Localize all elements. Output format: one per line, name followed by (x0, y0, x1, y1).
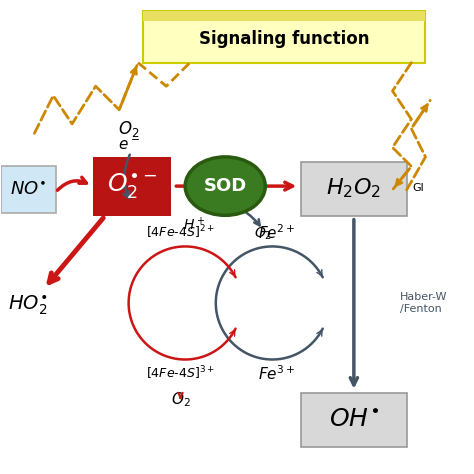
Text: $[4Fe$-$4S]^{2+}$: $[4Fe$-$4S]^{2+}$ (146, 224, 215, 241)
Bar (143, 11, 426, 21)
Text: $H^+$: $H^+$ (183, 216, 206, 233)
Text: Signaling function: Signaling function (199, 30, 369, 48)
Text: $H_2O_2$: $H_2O_2$ (326, 177, 381, 201)
Text: $O_2$: $O_2$ (254, 226, 272, 242)
Text: SOD: SOD (204, 177, 247, 195)
Text: $NO^{\bullet}$: $NO^{\bullet}$ (10, 181, 47, 199)
Text: $Fe^{3+}$: $Fe^{3+}$ (258, 365, 296, 383)
Text: $e^-$: $e^-$ (118, 137, 140, 153)
Text: Haber-W
/Fenton: Haber-W /Fenton (400, 292, 447, 314)
Text: $O_2$: $O_2$ (118, 118, 139, 138)
Bar (93, 157, 171, 216)
Text: $[4Fe$-$4S]^{3+}$: $[4Fe$-$4S]^{3+}$ (146, 365, 215, 383)
Text: Gl: Gl (413, 183, 425, 193)
Bar (301, 162, 407, 216)
Text: $Fe^{2+}$: $Fe^{2+}$ (258, 223, 296, 242)
Ellipse shape (185, 157, 265, 215)
Bar (301, 392, 407, 447)
Text: $O_2^{\bullet-}$: $O_2^{\bullet-}$ (107, 172, 157, 201)
Text: $HO_2^{\bullet}$: $HO_2^{\bullet}$ (8, 293, 47, 317)
Text: $OH^{\bullet}$: $OH^{\bullet}$ (328, 408, 379, 432)
Bar (1, 166, 55, 213)
Text: $O_2$: $O_2$ (171, 390, 190, 409)
Bar (143, 11, 426, 63)
